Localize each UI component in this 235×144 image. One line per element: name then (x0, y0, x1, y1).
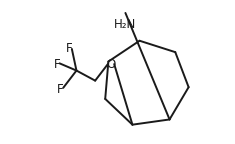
Text: F: F (54, 58, 60, 71)
Text: O: O (106, 58, 116, 71)
Text: F: F (57, 83, 64, 96)
Text: H₂N: H₂N (114, 18, 137, 31)
Text: F: F (66, 42, 73, 55)
